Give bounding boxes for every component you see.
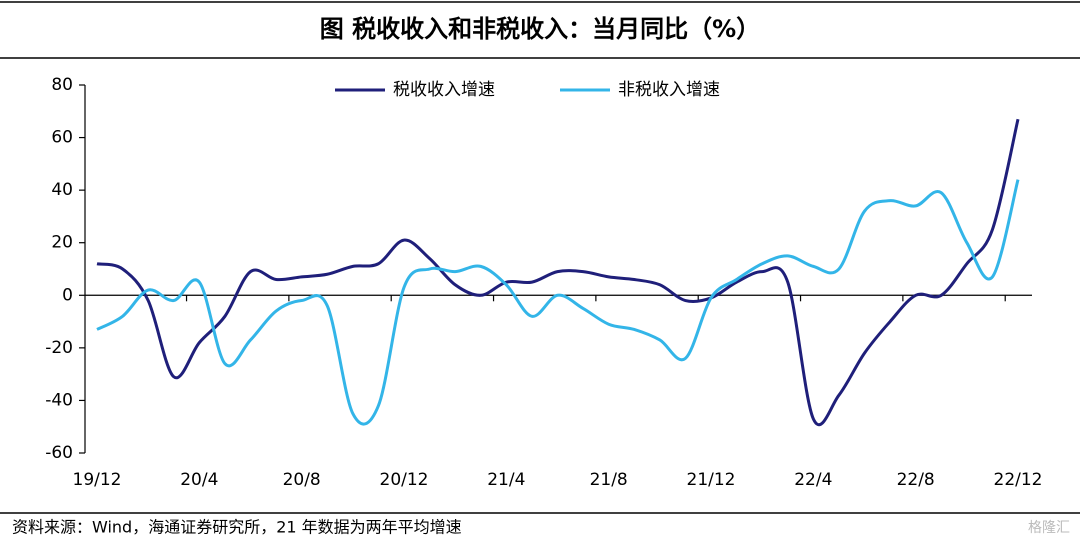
x-tick-label: 20/8 — [283, 470, 321, 490]
y-tick-label: -40 — [45, 390, 73, 410]
y-tick-label: 0 — [62, 285, 73, 305]
y-tick-label: 80 — [51, 75, 73, 95]
x-tick-label: 22/4 — [794, 470, 832, 490]
y-tick-label: 60 — [51, 128, 73, 148]
x-tick-label: 22/8 — [897, 470, 935, 490]
x-tick-label: 22/12 — [994, 470, 1043, 490]
y-tick-label: -60 — [45, 443, 73, 463]
chart-title: 图 税收收入和非税收入：当月同比（%） — [320, 15, 760, 43]
legend-label: 非税收入增速 — [618, 80, 720, 100]
series-line — [96, 179, 1020, 426]
y-tick-label: 20 — [51, 233, 73, 253]
x-tick-label: 21/8 — [590, 470, 628, 490]
x-tick-label: 19/12 — [73, 470, 122, 490]
x-tick-label: 20/4 — [180, 470, 218, 490]
legend-label: 税收收入增速 — [393, 80, 495, 100]
x-tick-label: 20/12 — [380, 470, 429, 490]
y-tick-label: 40 — [51, 180, 73, 200]
source: 资料来源：Wind，海通证券研究所，21 年数据为两年平均增速 — [12, 518, 462, 537]
x-tick-label: 21/12 — [687, 470, 736, 490]
x-tick-label: 21/4 — [487, 470, 525, 490]
series-line — [96, 118, 1020, 427]
watermark: 格隆汇 — [1028, 520, 1070, 536]
y-tick-label: -20 — [45, 338, 73, 358]
